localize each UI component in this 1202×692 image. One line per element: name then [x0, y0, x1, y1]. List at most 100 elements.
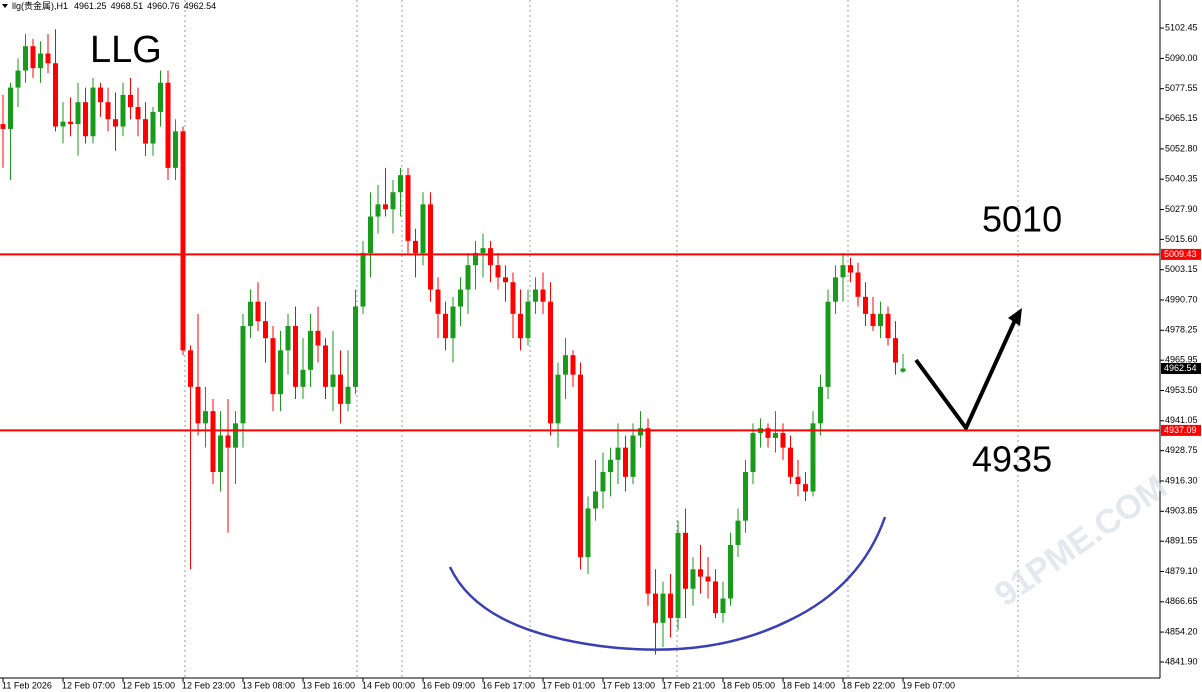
- candle-body: [630, 435, 636, 477]
- header-icon: [2, 4, 8, 8]
- y-tick-label: 4965.95: [1165, 355, 1198, 365]
- candle-body: [278, 350, 283, 395]
- x-tick-label: 17 Feb 13:00: [602, 680, 655, 690]
- header: llg(贵金属),H1 4961.25 4968.51 4960.76 4962.54: [12, 0, 216, 11]
- candle-body: [338, 374, 343, 404]
- candle-body: [878, 313, 883, 327]
- candle-body: [615, 447, 621, 460]
- level-label: 4937.09: [1164, 425, 1197, 435]
- y-tick-label: 5052.80: [1165, 143, 1198, 153]
- candle-body: [893, 338, 898, 363]
- candle-body: [90, 87, 96, 137]
- y-tick-label: 4903.85: [1165, 506, 1198, 516]
- candle-body: [465, 265, 471, 290]
- level-label-box: [1161, 248, 1201, 260]
- candle-body: [420, 204, 426, 254]
- candle-body: [15, 70, 21, 88]
- candle-body: [428, 204, 433, 290]
- annotation: 4935: [972, 439, 1052, 480]
- current-price-box: [1161, 362, 1201, 374]
- candle-body: [593, 491, 598, 509]
- y-tick-label: 5090.00: [1165, 53, 1198, 63]
- annotation: 5010: [982, 199, 1062, 240]
- y-tick-label: 4953.50: [1165, 385, 1198, 395]
- candle-body: [743, 471, 748, 521]
- candle-body: [570, 355, 576, 375]
- symbol: llg(贵金属),H1: [12, 0, 68, 11]
- candle-body: [848, 265, 853, 273]
- candle-body: [405, 175, 411, 241]
- candle-body: [623, 447, 628, 477]
- x-tick-label: 16 Feb 17:00: [482, 680, 535, 690]
- candle-body: [810, 423, 816, 492]
- candle-body: [225, 435, 231, 448]
- candle-body: [510, 282, 516, 314]
- candle-body: [353, 306, 358, 387]
- candle-body: [653, 593, 658, 623]
- candle-body: [825, 301, 831, 387]
- candle-body: [443, 313, 448, 339]
- candle-body: [30, 46, 36, 69]
- trend-curve: [448, 516, 887, 651]
- y-tick-label: 4978.25: [1165, 325, 1198, 335]
- candle-body: [525, 301, 531, 339]
- candle-body: [660, 593, 666, 623]
- last-low: 4960.76: [147, 1, 180, 11]
- marks: [0, 29, 906, 655]
- x-tick-label: 12 Feb 15:00: [122, 680, 175, 690]
- y-tick-label: 4879.10: [1165, 566, 1198, 576]
- y-tick-label: 4941.05: [1165, 415, 1198, 425]
- candle-body: [240, 326, 246, 424]
- x-tick-label: 12 Feb 07:00: [62, 680, 115, 690]
- candle-body: [765, 428, 771, 438]
- candle-body: [720, 598, 726, 614]
- candle-body: [480, 248, 486, 254]
- candle-body: [728, 544, 733, 599]
- candle-body: [788, 447, 793, 477]
- candle-body: [668, 593, 673, 618]
- candle-body: [188, 350, 193, 387]
- candle-body: [750, 433, 756, 472]
- candle-body: [210, 411, 216, 472]
- last-close: 4962.54: [184, 1, 217, 11]
- candle-body: [390, 192, 396, 210]
- candle-body: [585, 508, 591, 558]
- candle-body: [293, 326, 298, 387]
- arrow-head: [1008, 308, 1022, 326]
- candle-body: [548, 301, 553, 424]
- y-tick-label: 4866.65: [1165, 596, 1198, 606]
- candle-body: [833, 277, 838, 302]
- y-tick-label: 5077.55: [1165, 83, 1198, 93]
- candle-body: [840, 265, 846, 278]
- candle-body: [638, 428, 643, 436]
- candle-body: [698, 569, 703, 577]
- candle-body: [488, 248, 493, 266]
- candle-body: [23, 46, 28, 71]
- x-tick-label: 11 Feb 2026: [2, 680, 52, 690]
- candle-body: [150, 111, 156, 144]
- candle-body: [675, 532, 681, 618]
- candle-body: [60, 121, 66, 127]
- y-tick-label: 5102.45: [1165, 22, 1198, 32]
- candle-body: [495, 265, 501, 278]
- y-tick-label: 5040.35: [1165, 174, 1198, 184]
- x-tick-label: 18 Feb 14:00: [782, 680, 835, 690]
- candle-body: [900, 368, 906, 372]
- candle-body: [248, 301, 253, 327]
- candle-body: [600, 471, 606, 492]
- candle-body: [458, 289, 463, 307]
- candle-body: [38, 53, 43, 69]
- x-tick-label: 18 Feb 22:00: [842, 680, 895, 690]
- current-price-label: 4962.54: [1164, 363, 1197, 373]
- candle-body: [45, 53, 51, 64]
- candle-body: [645, 428, 651, 594]
- candle-body: [540, 289, 546, 302]
- candle-body: [555, 374, 561, 424]
- y-tick-label: 4990.70: [1165, 294, 1198, 304]
- candle-body: [128, 94, 133, 108]
- y-tick-label: 5003.15: [1165, 264, 1198, 274]
- candle-body: [68, 121, 73, 125]
- x-tick-label: 18 Feb 05:00: [722, 680, 775, 690]
- level-label: 5009.43: [1164, 249, 1197, 259]
- candle-body: [563, 355, 568, 375]
